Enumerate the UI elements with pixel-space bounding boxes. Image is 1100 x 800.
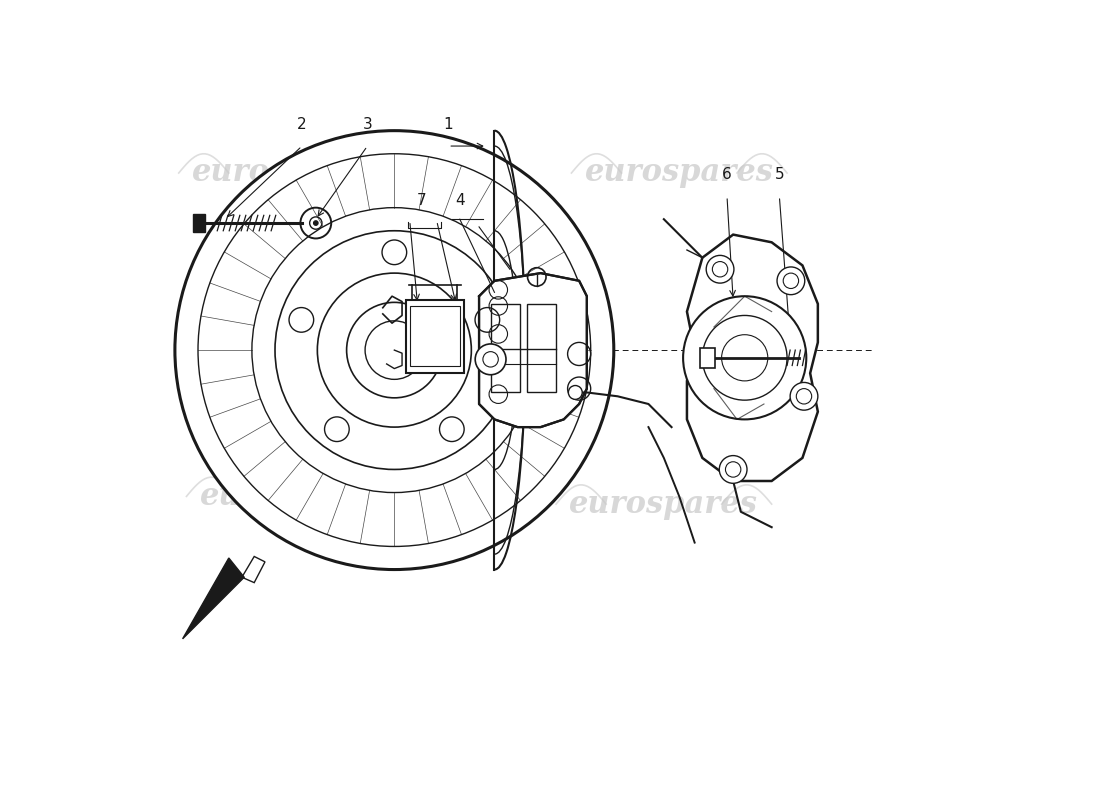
Text: eurospares: eurospares — [570, 489, 758, 520]
Text: 4: 4 — [455, 193, 464, 208]
Circle shape — [175, 130, 614, 570]
Text: 2: 2 — [297, 117, 307, 132]
Text: eurospares: eurospares — [192, 158, 381, 189]
Text: 5: 5 — [774, 167, 784, 182]
Bar — [700, 348, 715, 368]
Text: eurospares: eurospares — [200, 481, 388, 512]
Circle shape — [706, 255, 734, 283]
Text: 1: 1 — [443, 117, 453, 132]
Text: eurospares: eurospares — [585, 158, 773, 189]
Circle shape — [475, 344, 506, 374]
Polygon shape — [183, 558, 244, 639]
PathPatch shape — [686, 234, 818, 481]
Circle shape — [719, 455, 747, 483]
Text: 7: 7 — [417, 193, 426, 208]
Text: 3: 3 — [363, 117, 372, 132]
PathPatch shape — [480, 273, 586, 427]
Circle shape — [790, 382, 818, 410]
Bar — [409, 306, 460, 366]
Text: 6: 6 — [722, 167, 732, 182]
Bar — [491, 304, 520, 393]
Polygon shape — [242, 557, 265, 582]
Circle shape — [683, 296, 806, 419]
Bar — [192, 214, 205, 232]
Circle shape — [569, 386, 582, 399]
Bar — [527, 304, 556, 393]
Bar — [406, 300, 464, 373]
Circle shape — [777, 267, 805, 294]
Circle shape — [314, 221, 318, 226]
